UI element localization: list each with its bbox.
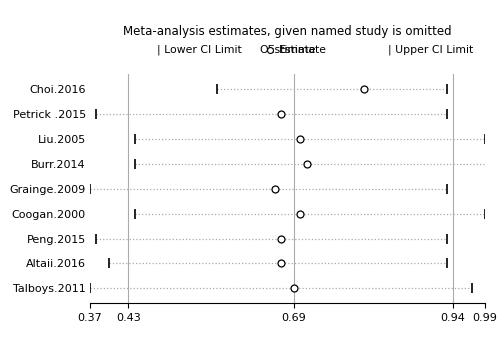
Point <box>277 261 285 266</box>
Point <box>296 136 304 142</box>
Point <box>302 161 310 166</box>
Text: | Lower CI Limit: | Lower CI Limit <box>157 44 242 55</box>
Point <box>360 86 368 92</box>
Point <box>140 258 148 264</box>
Text: Estimate: Estimate <box>279 45 327 55</box>
Point <box>277 236 285 241</box>
Text: | Upper CI Limit: | Upper CI Limit <box>388 44 474 55</box>
Title: Meta-analysis estimates, given named study is omitted: Meta-analysis estimates, given named stu… <box>123 25 452 38</box>
Point <box>296 211 304 216</box>
Point <box>271 186 279 191</box>
Point <box>277 111 285 117</box>
Text: OEstimate: OEstimate <box>259 45 316 55</box>
Point <box>290 286 298 291</box>
